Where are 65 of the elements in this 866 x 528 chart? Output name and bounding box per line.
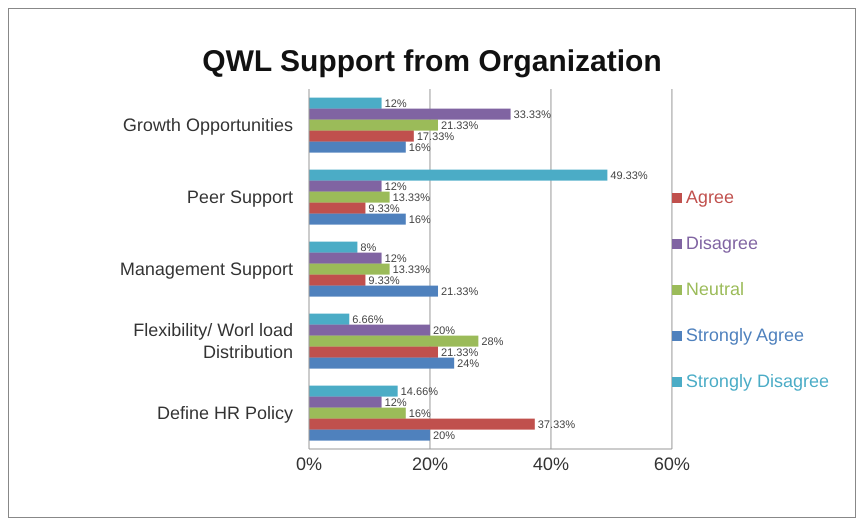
bar <box>309 358 454 369</box>
bar <box>309 324 430 336</box>
bar <box>309 192 390 203</box>
x-tick-label: 0% <box>296 454 322 474</box>
bar <box>309 98 382 109</box>
bar <box>309 386 398 397</box>
legend-label: Disagree <box>686 233 758 253</box>
x-tick-label: 40% <box>532 454 569 474</box>
legend-label: Strongly Disagree <box>686 371 829 391</box>
y-tick-label: Management Support <box>120 259 293 279</box>
data-label: 37.33% <box>538 419 576 432</box>
data-label: 16% <box>408 408 432 420</box>
bar <box>309 108 511 120</box>
y-tick-label: Define HR Policy <box>156 403 293 423</box>
bar <box>309 252 382 264</box>
data-label: 12% <box>384 397 407 410</box>
bar <box>309 408 406 419</box>
bar <box>309 346 438 358</box>
y-tick-label: Growth Opportunities <box>122 115 293 135</box>
chart-title: QWL Support from Organization <box>201 45 663 79</box>
bar <box>309 130 414 142</box>
data-label: 17.33% <box>416 131 454 144</box>
bar <box>309 170 608 181</box>
bar <box>309 142 406 153</box>
data-label: 9.33% <box>368 203 400 216</box>
bar <box>309 430 430 441</box>
data-label: 14.66% <box>400 386 438 398</box>
data-label: 12% <box>384 98 407 110</box>
data-label: 24% <box>457 358 480 370</box>
data-label: 21.33% <box>441 347 479 360</box>
data-label: 21.33% <box>441 286 479 298</box>
bar <box>309 274 366 286</box>
bar <box>309 202 366 214</box>
bar <box>309 242 358 253</box>
bar <box>309 418 535 430</box>
y-tick-label: Peer Support <box>186 187 293 207</box>
legend-label: Strongly Agree <box>686 325 804 345</box>
y-tick-label: Flexibility/ Worl load Distribution <box>133 320 293 362</box>
data-label: 13.33% <box>392 192 430 204</box>
bar <box>309 286 438 297</box>
data-label: 16% <box>408 142 432 154</box>
data-label: 28% <box>481 336 504 348</box>
bar <box>309 396 382 408</box>
bar <box>309 264 390 275</box>
data-label: 8% <box>360 242 377 254</box>
bar <box>309 214 406 225</box>
legend-label: Agree <box>686 187 734 207</box>
data-label: 9.33% <box>368 275 400 288</box>
data-label: 49.33% <box>610 170 648 182</box>
bar <box>309 336 478 347</box>
bar <box>309 120 438 131</box>
data-label: 20% <box>432 325 456 338</box>
data-label: 16% <box>408 214 432 226</box>
x-tick-label: 20% <box>412 454 448 474</box>
data-label: 13.33% <box>392 264 430 276</box>
bar <box>309 314 350 325</box>
x-tick-label: 60% <box>654 454 690 474</box>
data-label: 21.33% <box>441 120 479 132</box>
data-label: 33.33% <box>514 109 552 122</box>
legend-label: Neutral <box>686 279 744 299</box>
data-label: 12% <box>384 253 407 266</box>
bar <box>309 180 382 192</box>
data-label: 6.66% <box>352 314 384 326</box>
data-label: 12% <box>384 181 407 194</box>
data-label: 20% <box>432 430 456 442</box>
